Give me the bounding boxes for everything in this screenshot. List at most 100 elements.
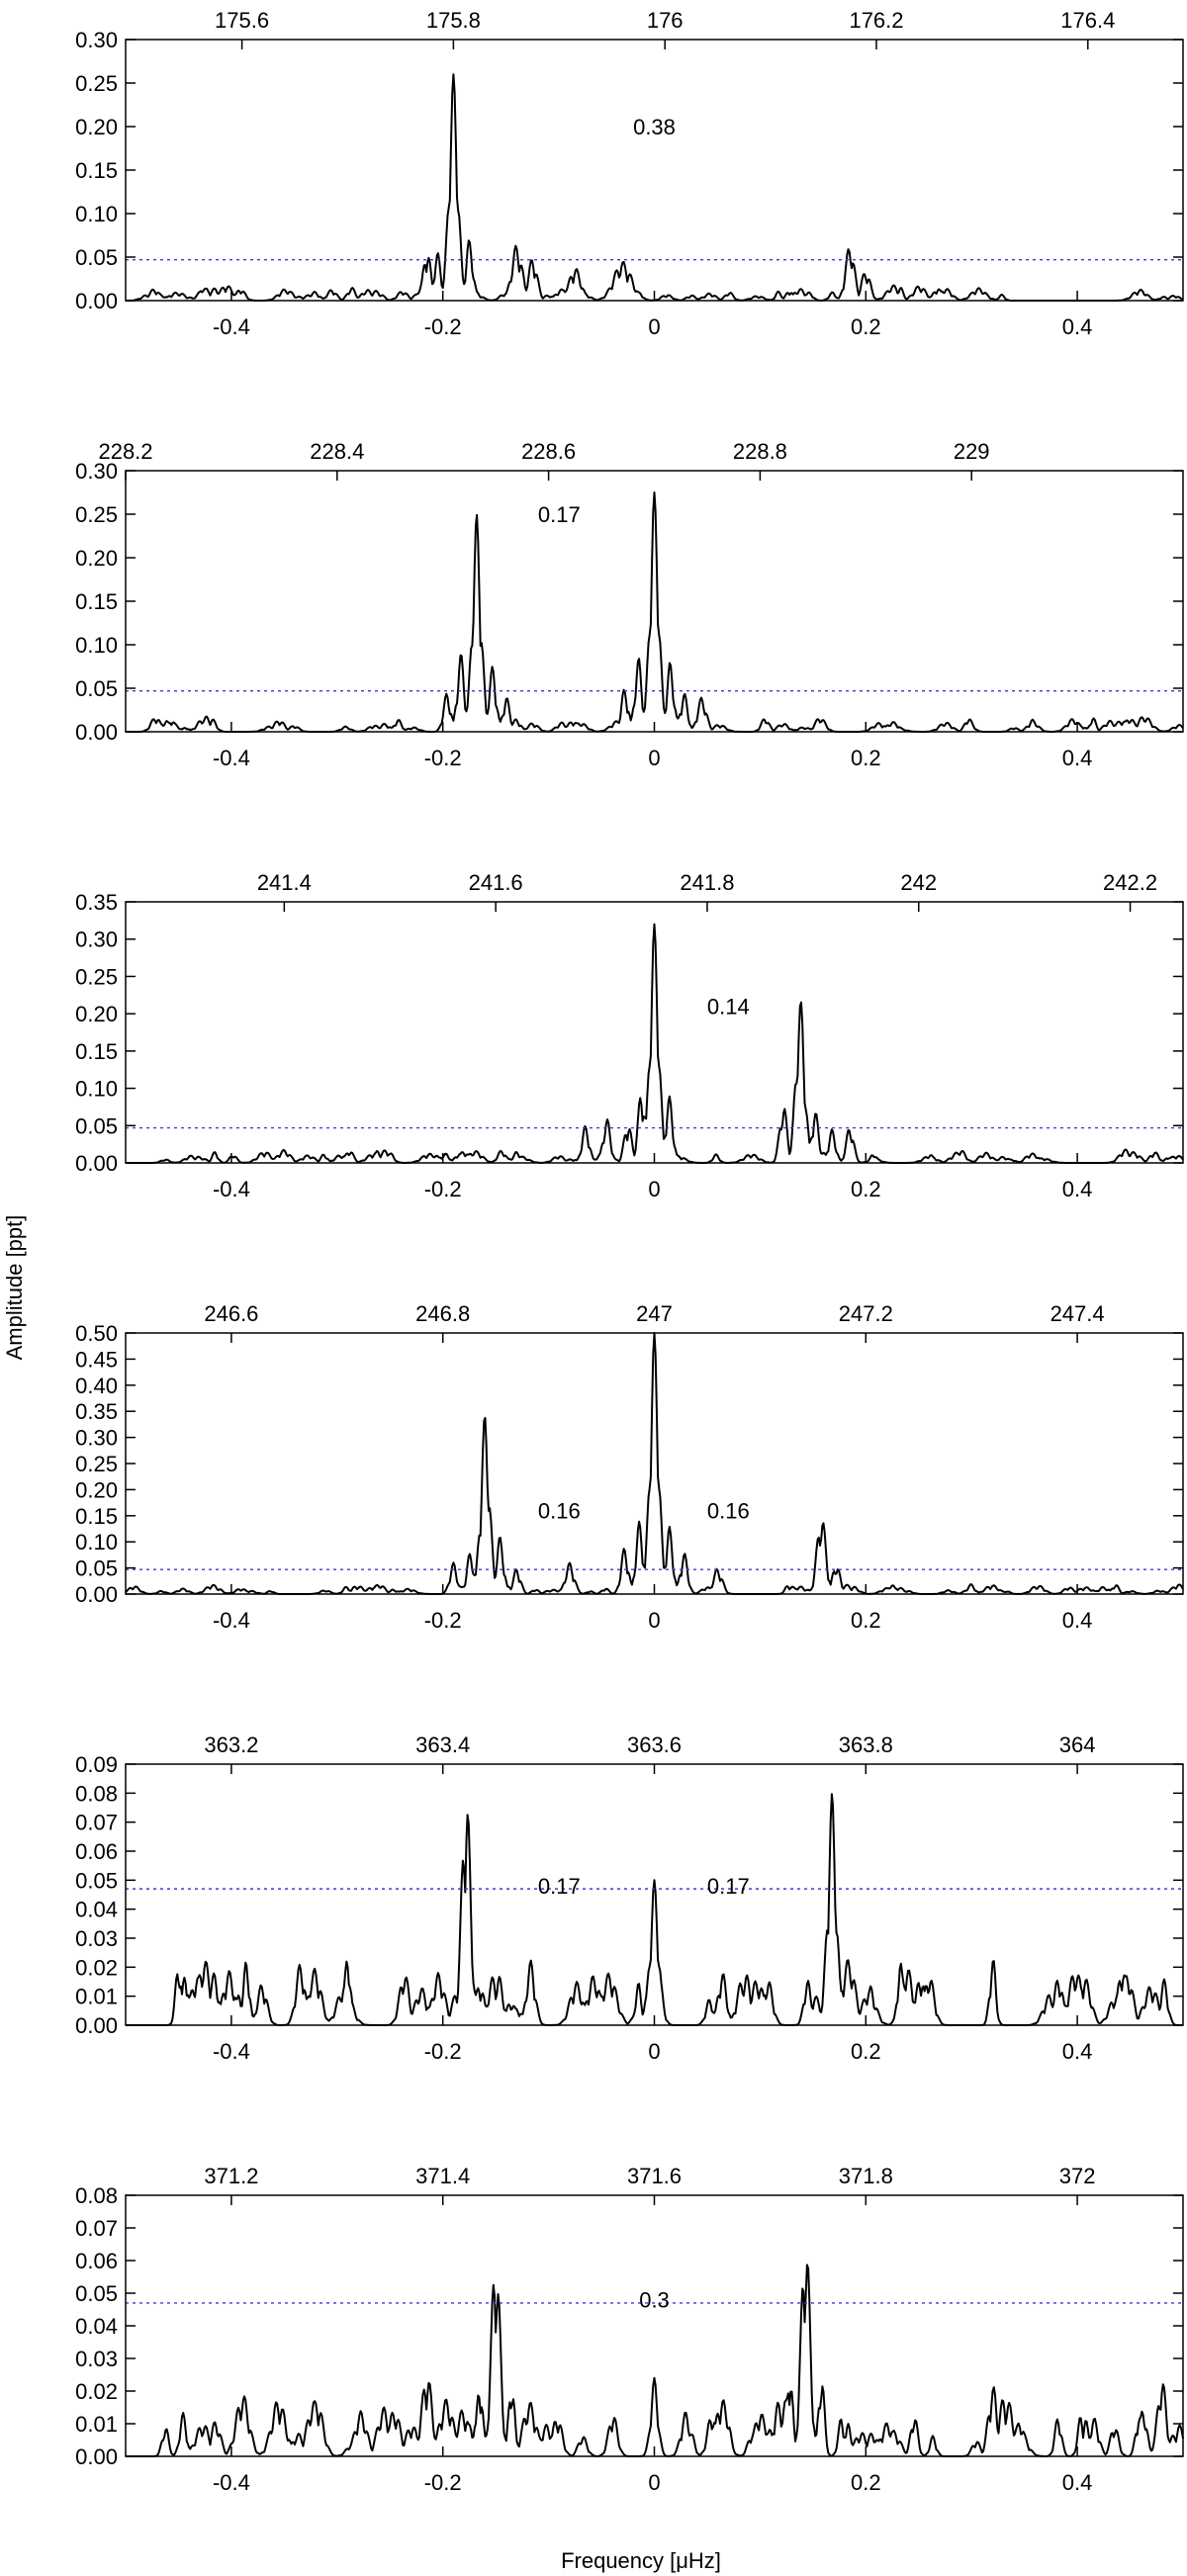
y-tick-label: 0.05	[75, 1556, 118, 1581]
panel-6: 0.00 0.01 0.02 0.03 0.04 0.05 0.06 0.07 0.08 -0.4…	[75, 2164, 1184, 2495]
spacing-annotation: 0.38	[633, 115, 676, 139]
y-tick-label: 0.10	[75, 633, 118, 658]
top-tick-label: 241.6	[469, 870, 523, 895]
bottom-tick-label: 0	[648, 2039, 660, 2064]
panel-5: 0.00 0.01 0.02 0.03 0.04 0.05 0.06 0.07 0.08 0.09…	[75, 1732, 1184, 2064]
spectrum-line	[126, 2264, 1184, 2457]
spacing-annotation: 0.16	[707, 1499, 750, 1524]
spacing-annotation: 0.16	[538, 1499, 581, 1524]
bottom-tick-label: 0.4	[1062, 1608, 1093, 1633]
y-tick-label: 0.08	[75, 1781, 118, 1806]
bottom-tick-label: 0	[648, 2470, 660, 2495]
y-tick-label: 0.10	[75, 1077, 118, 1102]
y-tick-label: 0.04	[75, 1898, 118, 1922]
y-tick-label: 0.30	[75, 28, 118, 52]
y-tick-label: 0.30	[75, 928, 118, 952]
top-tick-label: 229	[954, 439, 990, 464]
y-tick-label: 0.50	[75, 1321, 118, 1346]
y-tick-label: 0.25	[75, 964, 118, 989]
y-tick-label: 0.25	[75, 502, 118, 527]
top-tick-label: 364	[1059, 1732, 1096, 1757]
bottom-tick-label: 0	[648, 1608, 660, 1633]
spectrum-line	[126, 491, 1184, 733]
top-tick-label: 246.8	[415, 1301, 470, 1326]
bottom-tick-label: -0.4	[213, 2470, 250, 2495]
panel-2: 0.00 0.05 0.10 0.15 0.20 0.25 0.30 -0.4 -0.2 0 0.2…	[75, 439, 1184, 770]
bottom-tick-label: 0.4	[1062, 746, 1093, 770]
y-tick-label: 0.30	[75, 459, 118, 484]
bottom-tick-label: -0.4	[213, 1608, 250, 1633]
top-tick-label: 228.8	[733, 439, 787, 464]
y-tick-label: 0.35	[75, 1399, 118, 1424]
panel-1: 0.00 0.05 0.10 0.15 0.20 0.25 0.30 -0.4 -0.2 0 0.2…	[75, 8, 1184, 339]
x-axis-title: Frequency [μHz]	[561, 2548, 721, 2573]
top-tick-label: 371.2	[204, 2164, 258, 2188]
bottom-tick-label: 0	[648, 746, 660, 770]
bottom-tick-label: 0	[648, 1177, 660, 1201]
y-tick-label: 0.01	[75, 2412, 118, 2437]
y-tick-label: 0.00	[75, 1582, 118, 1607]
y-tick-label: 0.05	[75, 1868, 118, 1893]
bottom-tick-label: 0.4	[1062, 1177, 1093, 1201]
y-tick-label: 0.05	[75, 2281, 118, 2306]
top-tick-label: 247	[636, 1301, 673, 1326]
y-tick-label: 0.00	[75, 289, 118, 313]
spacing-annotation: 0.17	[538, 502, 581, 527]
panel-3: 0.000.050.100.150.200.250.300.35-0.4 -0.2…	[75, 870, 1184, 1201]
panels-group: 0.000.050.100.150.200.250.30-0.4 -0.2 0 0.2…	[75, 8, 1184, 2495]
top-tick-label: 371.8	[839, 2164, 893, 2188]
bottom-tick-label: -0.4	[213, 746, 250, 770]
y-tick-label: 0.30	[75, 1426, 118, 1451]
y-tick-label: 0.00	[75, 720, 118, 745]
y-tick-label: 0.03	[75, 1926, 118, 1951]
bottom-tick-label: -0.4	[213, 2039, 250, 2064]
spectrum-line	[126, 923, 1184, 1164]
y-tick-label: 0.05	[75, 245, 118, 270]
y-tick-label: 0.40	[75, 1374, 118, 1398]
bottom-tick-label: -0.2	[424, 2470, 462, 2495]
top-tick-label: 371.6	[627, 2164, 682, 2188]
top-tick-label: 363.4	[415, 1732, 470, 1757]
y-tick-label: 0.08	[75, 2183, 118, 2208]
y-tick-label: 0.15	[75, 1039, 118, 1064]
y-tick-label: 0.10	[75, 202, 118, 226]
spacing-annotation: 0.17	[707, 1874, 750, 1899]
bottom-tick-label: -0.2	[424, 314, 462, 339]
top-tick-label: 175.6	[215, 8, 269, 33]
top-tick-label: 371.4	[415, 2164, 470, 2188]
y-tick-label: 0.20	[75, 115, 118, 139]
top-tick-label: 247.4	[1050, 1301, 1105, 1326]
spacing-annotation: 0.17	[538, 1874, 581, 1899]
y-tick-label: 0.04	[75, 2314, 118, 2339]
y-tick-label: 0.00	[75, 1151, 118, 1176]
top-tick-label: 175.8	[426, 8, 481, 33]
top-tick-label: 228.4	[310, 439, 364, 464]
y-tick-label: 0.15	[75, 1504, 118, 1529]
top-tick-label: 363.2	[204, 1732, 258, 1757]
y-tick-label: 0.02	[75, 1955, 118, 1980]
bottom-tick-label: 0.4	[1062, 314, 1093, 339]
spacing-annotation: 0.14	[707, 995, 750, 1020]
top-tick-label: 363.8	[839, 1732, 893, 1757]
top-tick-label: 246.6	[204, 1301, 258, 1326]
y-tick-label: 0.00	[75, 2444, 118, 2469]
top-tick-label: 228.6	[521, 439, 576, 464]
y-tick-label: 0.09	[75, 1752, 118, 1777]
top-tick-label: 176.2	[849, 8, 903, 33]
top-tick-label: 176.4	[1060, 8, 1115, 33]
bottom-tick-label: -0.2	[424, 1608, 462, 1633]
bottom-tick-label: 0.2	[851, 314, 881, 339]
bottom-tick-label: -0.4	[213, 314, 250, 339]
spacing-annotation: 0.3	[639, 2288, 670, 2313]
y-tick-label: 0.07	[75, 1811, 118, 1835]
y-axis-title: Amplitude [ppt]	[2, 1215, 27, 1361]
y-tick-label: 0.06	[75, 1839, 118, 1864]
top-tick-label: 242	[900, 870, 937, 895]
bottom-tick-label: -0.2	[424, 746, 462, 770]
y-tick-label: 0.20	[75, 546, 118, 571]
top-tick-label: 228.2	[98, 439, 152, 464]
panel-4: 0.000.050.100.150.200.250.300.350.400.45…	[75, 1301, 1184, 1633]
bottom-tick-label: 0.4	[1062, 2039, 1093, 2064]
bottom-tick-label: 0.2	[851, 2470, 881, 2495]
